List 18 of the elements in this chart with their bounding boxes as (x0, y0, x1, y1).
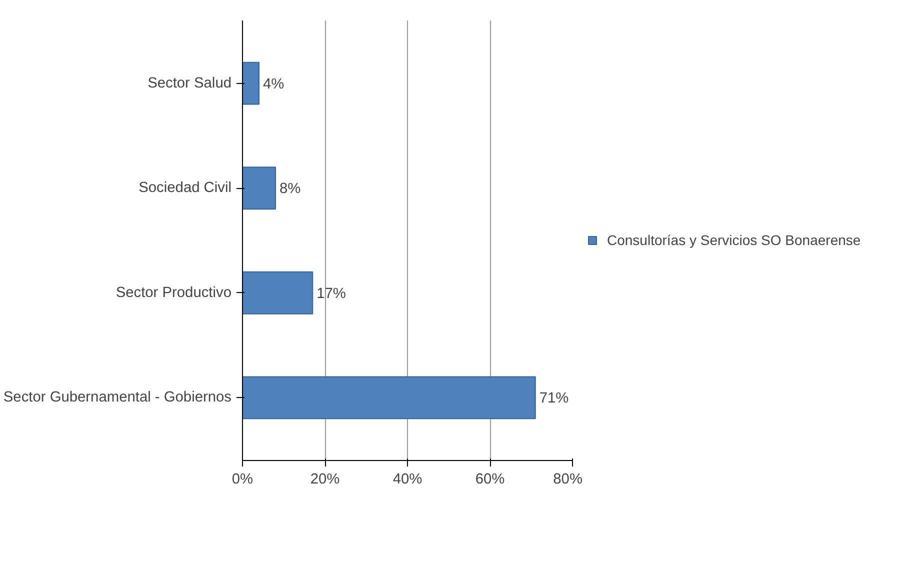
data-label: 17% (316, 286, 346, 302)
y-tick-label: Sector Gubernamental - Gobiernos (3, 390, 232, 406)
bar (242, 62, 260, 105)
bar (242, 271, 314, 314)
x-tick-label: 40% (392, 472, 422, 488)
y-tick-label: Sector Salud (148, 75, 232, 92)
x-tick-label: 0% (232, 472, 254, 488)
bar (242, 376, 536, 420)
y-tick-label: Sociedad Civil (138, 180, 232, 196)
data-label: 71% (539, 390, 569, 407)
data-label: 8% (280, 181, 301, 198)
bar (242, 166, 276, 210)
y-tick-label: Sector Productivo (116, 284, 232, 301)
data-label: 4% (263, 76, 284, 92)
x-tick-label: 80% (553, 472, 583, 488)
legend-label: Consultorías y Servicios SO Bonaerense (607, 232, 861, 248)
x-tick-label: 60% (475, 472, 505, 488)
x-tick-label: 20% (310, 472, 340, 488)
